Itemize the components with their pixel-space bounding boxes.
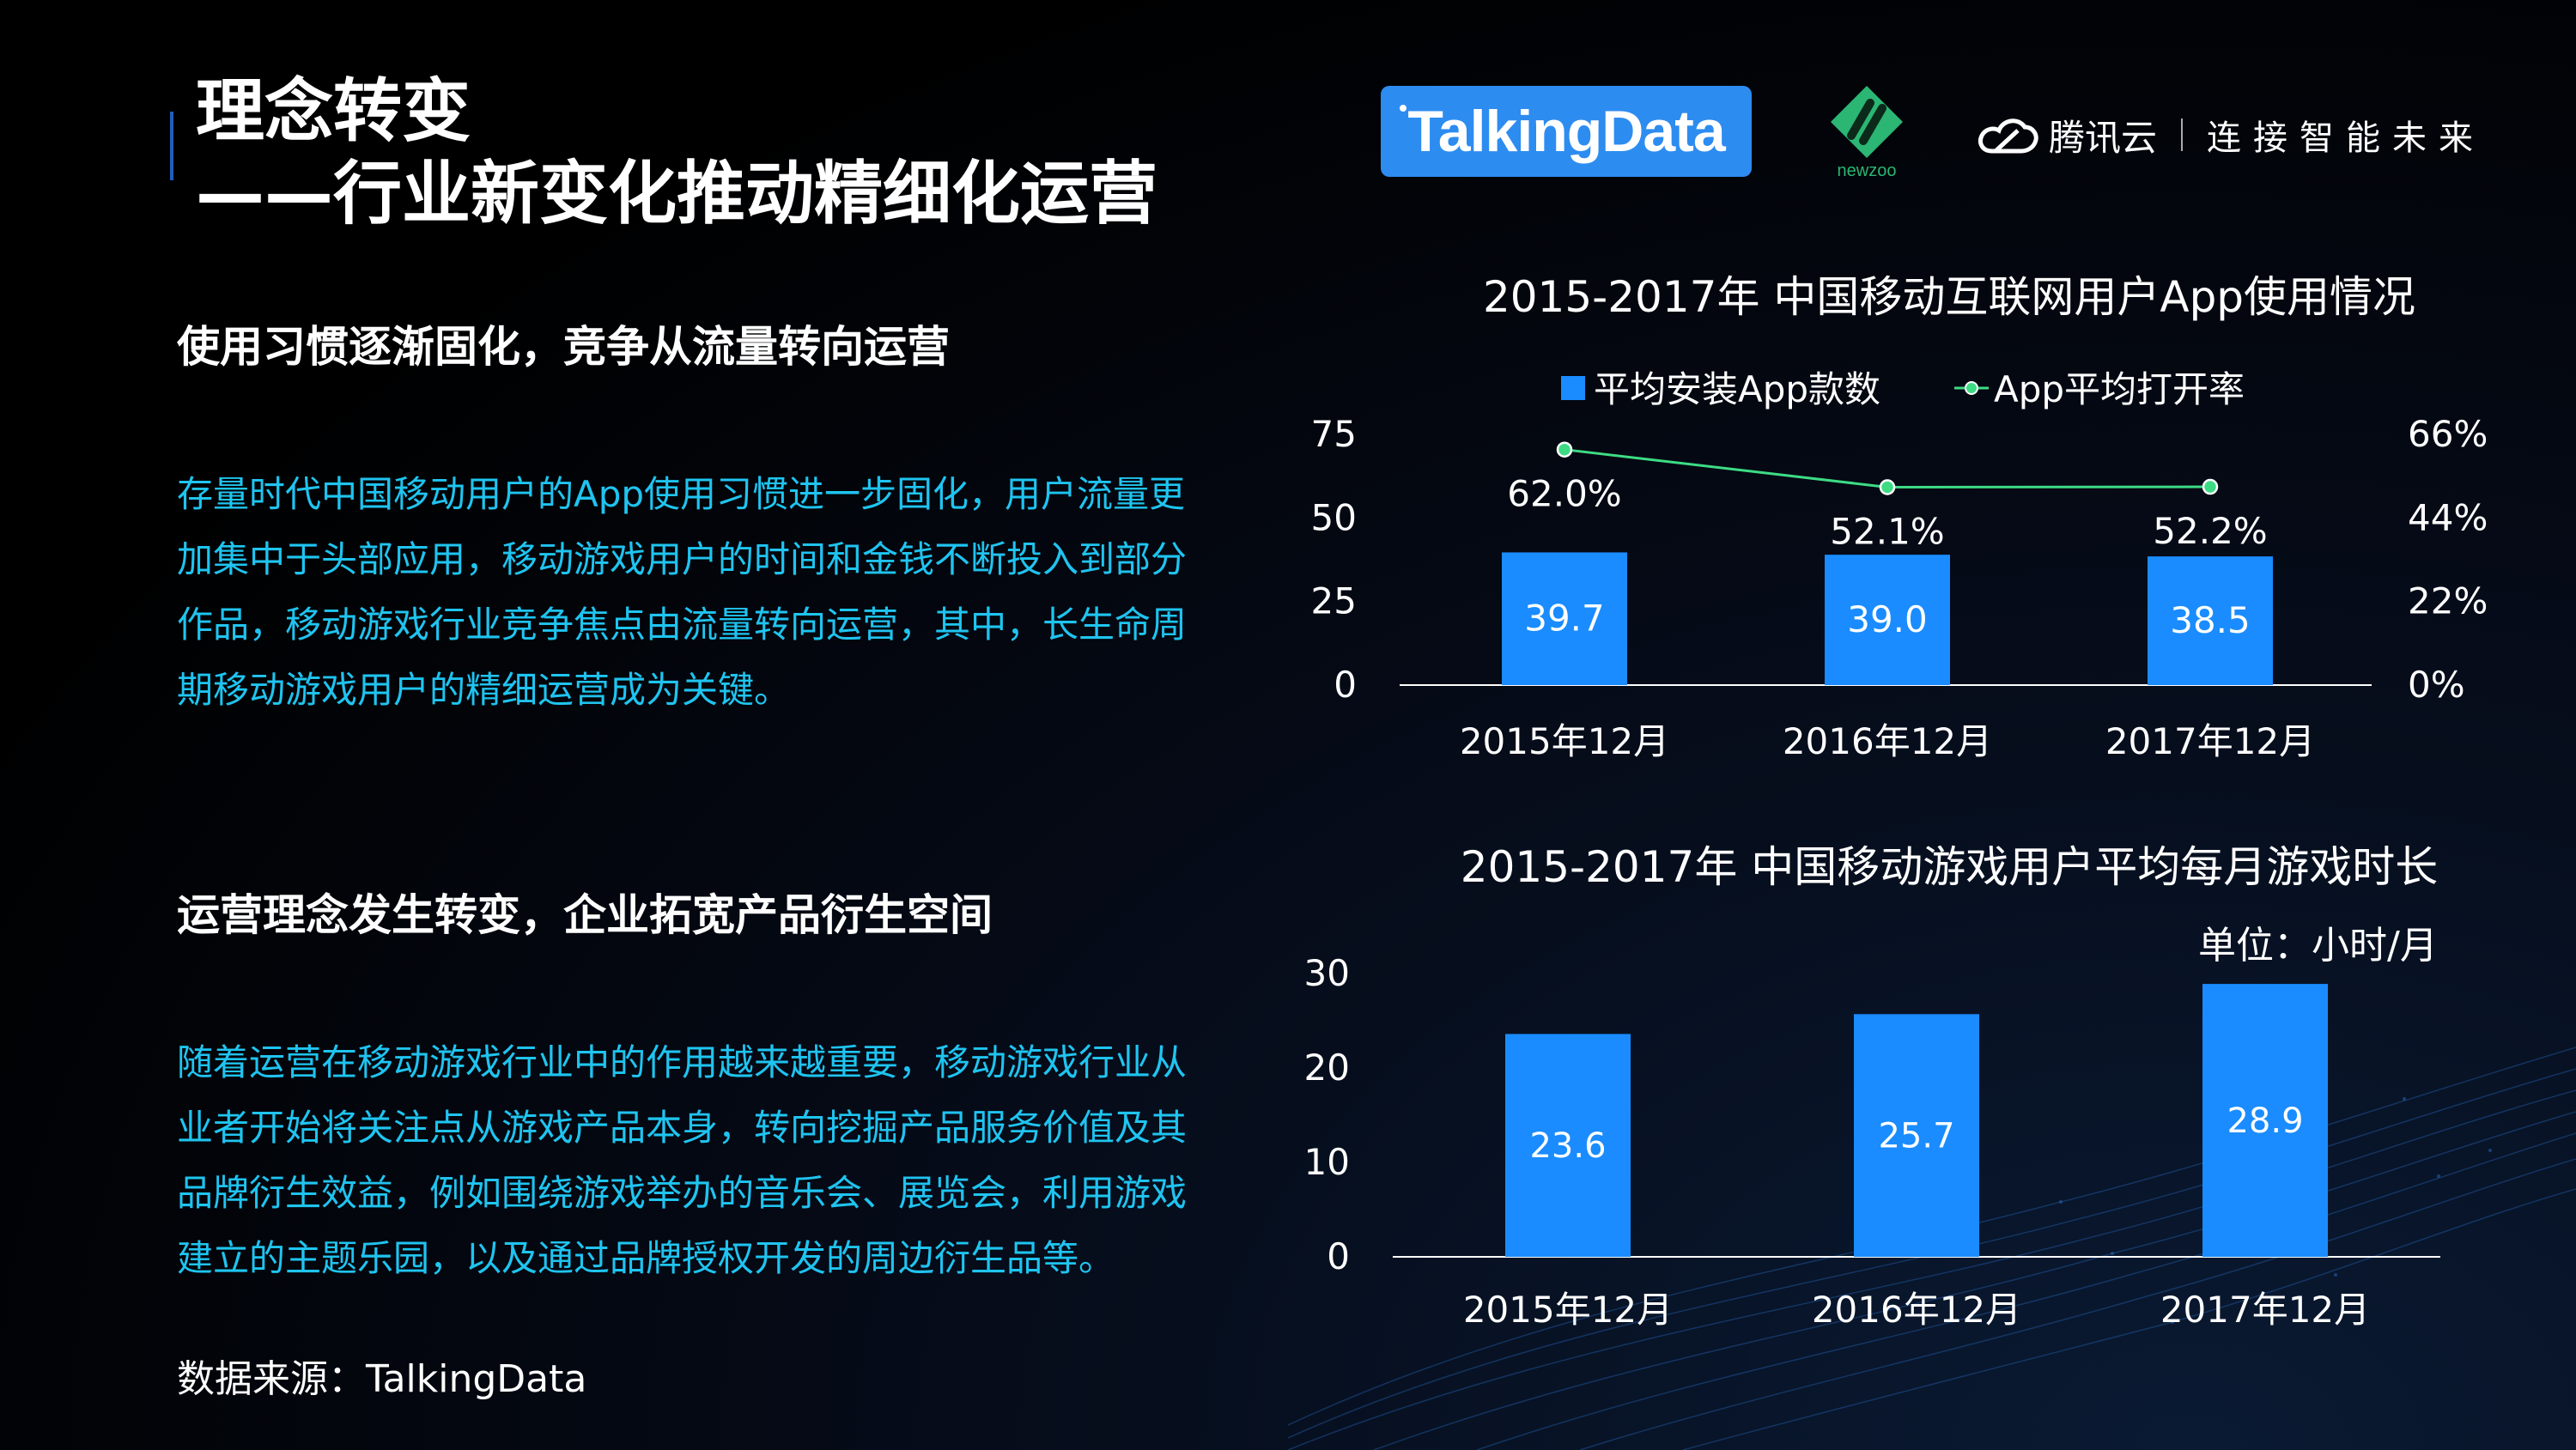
line-point (1556, 441, 1573, 458)
data-source: 数据来源：TalkingData (177, 1357, 587, 1401)
tencent-slogan: 连接智能未来 (2207, 118, 2486, 158)
tencent-cloud-logo: 腾讯云 连接智能未来 (1977, 105, 2485, 165)
newzoo-logo-text: newzoo (1837, 161, 1897, 180)
section2-body: 随着运营在移动游戏行业中的作用越来越重要，移动游戏行业从业者开始将关注点从游戏产… (177, 1041, 1188, 1279)
chart2-title: 2015-2017年 中国移动游戏用户平均每月游戏时长 (1460, 842, 2439, 892)
legend-bar-swatch (1561, 376, 1585, 400)
y-tick-label: 0 (1327, 1235, 1350, 1277)
page-subtitle: ——行业新变化推动精细化运营 (196, 154, 1157, 234)
x-tick-label: 2016年12月 (1812, 1289, 2021, 1331)
tencent-cloud-name: 腾讯云 (2049, 116, 2158, 159)
title-accent-bar (170, 112, 173, 180)
logo-divider (2181, 118, 2184, 151)
y-tick-label: 20 (1304, 1047, 1350, 1089)
talkingdata-logo: TalkingData (1381, 86, 1752, 177)
line-point (2202, 478, 2219, 495)
newzoo-logo-icon (1831, 86, 1903, 158)
left-tick-label: 75 (1311, 413, 1357, 455)
bar-value-label: 28.9 (2227, 1101, 2303, 1141)
left-tick-label: 50 (1311, 496, 1357, 538)
right-tick-label: 22% (2408, 580, 2488, 622)
bar-value-label: 38.5 (2170, 599, 2251, 641)
right-tick-label: 0% (2408, 664, 2465, 706)
talkingdata-logo-text: TalkingData (1407, 99, 1725, 164)
bar (1502, 552, 1627, 685)
chart1-svg: 平均安装App款数 App平均打开率 0 25 50 75 0% 22% 44% 66% 39.7 2… (1311, 368, 2488, 762)
bar (1505, 1034, 1631, 1257)
bar (1825, 555, 1950, 685)
x-tick-label: 2016年12月 (1783, 720, 1992, 762)
right-tick-label: 66% (2408, 413, 2488, 455)
chart2-svg: 0 10 20 30 23.6 2015年12月 25.7 2016年12月 28.9 2017年… (1304, 952, 2440, 1331)
line-value-label: 52.2% (2153, 510, 2267, 552)
legend-line-label: App平均打开率 (1994, 368, 2245, 410)
bar-value-label: 39.7 (1524, 598, 1605, 640)
x-tick-label: 2017年12月 (2105, 720, 2315, 762)
left-tick-label: 0 (1334, 664, 1357, 706)
bar-value-label: 39.0 (1847, 598, 1928, 640)
right-tick-label: 44% (2408, 496, 2488, 538)
y-tick-label: 10 (1304, 1141, 1350, 1183)
legend-bar-label: 平均安装App款数 (1594, 368, 1880, 410)
x-tick-label: 2015年12月 (1463, 1289, 1673, 1331)
section1-body: 存量时代中国移动用户的App使用习惯进一步固化，用户流量更加集中于头部应用，移动… (177, 473, 1188, 711)
chart1-title: 2015-2017年 中国移动互联网用户App使用情况 (1482, 272, 2416, 322)
x-tick-label: 2017年12月 (2160, 1289, 2370, 1331)
y-tick-label: 30 (1304, 952, 1350, 994)
bar (1854, 1014, 1979, 1257)
bar-value-label: 23.6 (1529, 1126, 1606, 1166)
background-wave-decoration (1288, 1047, 2576, 1450)
bar (2148, 556, 2273, 685)
legend-line-marker (1965, 381, 1978, 395)
chart2-unit: 单位：小时/月 (2198, 924, 2438, 968)
tencent-cloud-icon (1978, 118, 2038, 154)
bar (2202, 984, 2328, 1257)
line-value-label: 62.0% (1507, 473, 1621, 515)
bar-value-label: 25.7 (1878, 1117, 1954, 1156)
talkingdata-logo-dot-icon (1400, 105, 1406, 112)
x-tick-label: 2015年12月 (1460, 720, 1669, 762)
line-value-label: 52.1% (1830, 510, 1944, 552)
section1-heading: 使用习惯逐渐固化，竞争从流量转向运营 (177, 322, 950, 372)
line-point (1879, 479, 1896, 495)
page-title: 理念转变 (196, 71, 471, 151)
left-tick-label: 25 (1311, 580, 1357, 622)
section2-heading: 运营理念发生转变，企业拓宽产品衍生空间 (177, 890, 993, 940)
